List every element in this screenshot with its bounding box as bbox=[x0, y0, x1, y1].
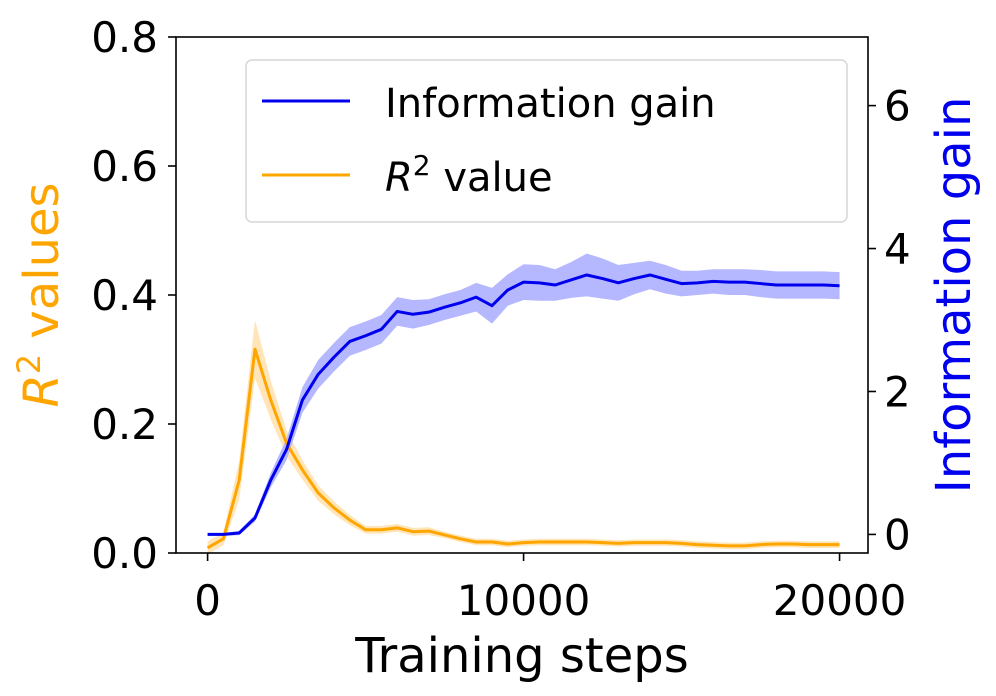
right-y-axis-label: Information gain bbox=[926, 97, 982, 494]
left-y-axis-label: R2 values bbox=[10, 182, 70, 407]
left-y-label-sup: 2 bbox=[10, 354, 48, 374]
x-tick-label: 10000 bbox=[457, 576, 591, 625]
confidence-bands bbox=[207, 253, 840, 555]
legend-r2-rest: value bbox=[431, 155, 553, 201]
legend-box bbox=[245, 59, 848, 223]
x-tick-label: 0 bbox=[194, 576, 221, 625]
left-y-tick-label: 0.6 bbox=[91, 142, 158, 191]
left-y-tick-label: 0.2 bbox=[91, 400, 158, 449]
x-tick-label: 20000 bbox=[773, 576, 907, 625]
series-lines bbox=[206, 273, 840, 550]
right-y-tick-label: 2 bbox=[884, 367, 911, 416]
information-gain-line bbox=[207, 273, 840, 536]
right-y-axis-ticks: 0 2 4 6 bbox=[868, 82, 911, 559]
x-axis-ticks: 0 10000 20000 bbox=[194, 553, 906, 625]
left-y-label-base: R bbox=[14, 374, 70, 407]
legend-label-information-gain: Information gain bbox=[385, 81, 716, 127]
x-axis-label: Training steps bbox=[354, 628, 689, 684]
r2-value-band bbox=[207, 320, 840, 555]
legend-label-r2-value: R2 value bbox=[385, 149, 553, 201]
left-y-label-rest: values bbox=[14, 182, 70, 353]
information-gain-band bbox=[207, 253, 840, 536]
left-y-tick-label: 0.4 bbox=[91, 271, 158, 320]
r2-value-line bbox=[206, 347, 840, 550]
left-y-axis-ticks: 0.0 0.2 0.4 0.6 0.8 bbox=[91, 13, 176, 578]
legend-r2-sup: 2 bbox=[413, 149, 431, 182]
legend-r2-base: R bbox=[385, 155, 413, 201]
right-y-tick-label: 4 bbox=[884, 225, 911, 274]
left-y-tick-label: 0.0 bbox=[91, 529, 158, 578]
right-y-tick-label: 0 bbox=[884, 510, 911, 559]
legend: Information gain R2 value bbox=[245, 59, 848, 223]
right-y-tick-label: 6 bbox=[884, 82, 911, 131]
left-y-tick-label: 0.8 bbox=[91, 13, 158, 62]
